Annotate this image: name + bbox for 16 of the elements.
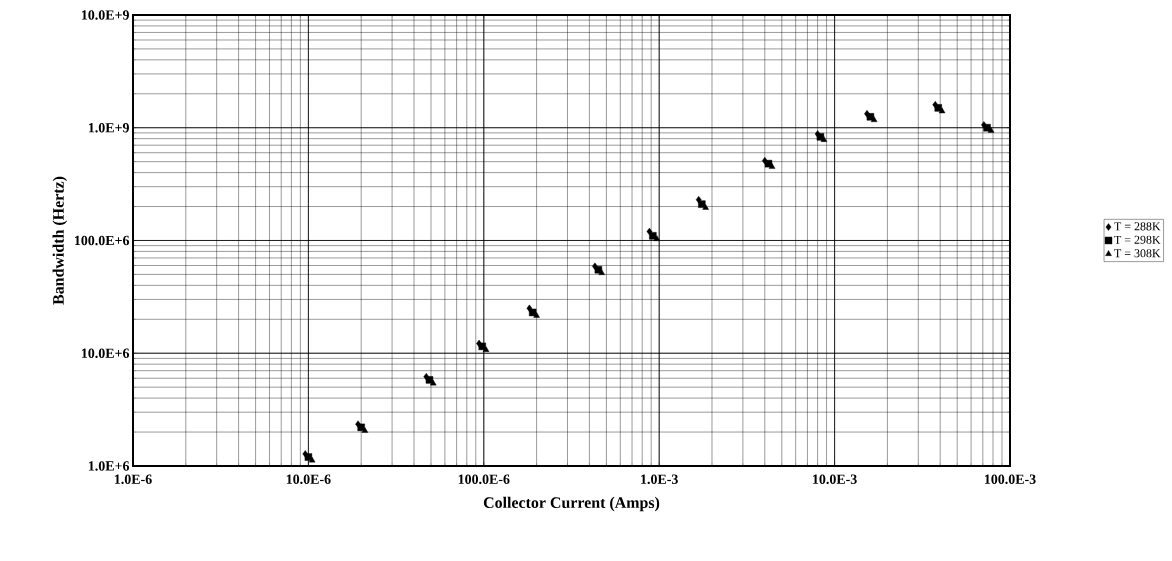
x-tick-label: 1.0E-6 <box>114 474 152 484</box>
x-axis-title: Collector Current (Amps) <box>483 496 660 512</box>
legend-label: T = 298K <box>1114 235 1161 244</box>
x-tick-label: 100.0E-3 <box>984 474 1036 484</box>
x-tick-label: 100.0E-6 <box>458 474 510 484</box>
y-tick-label: 10.0E+6 <box>81 348 130 358</box>
y-tick-label: 100.0E+6 <box>75 235 130 246</box>
x-tick-label: 1.0E-3 <box>641 474 678 484</box>
y-tick-label: 1.0E+6 <box>88 461 130 471</box>
legend-label: T = 308K <box>1114 249 1161 258</box>
y-tick-label: 10.0E+9 <box>81 10 129 20</box>
y-axis-title: Bandwidth (Hertz) <box>52 176 68 305</box>
x-tick-label: 10.0E-3 <box>813 474 857 484</box>
x-tick-label: 10.0E-6 <box>286 474 331 484</box>
legend-label: T = 288K <box>1114 222 1161 231</box>
y-tick-label: 1.0E+9 <box>88 122 129 133</box>
